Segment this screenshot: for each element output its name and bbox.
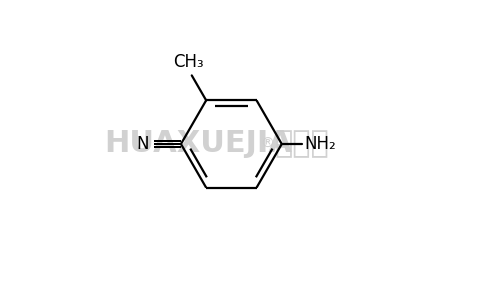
Text: N: N xyxy=(137,135,149,153)
Text: CH₃: CH₃ xyxy=(174,53,204,71)
Text: ®: ® xyxy=(260,137,274,151)
Text: NH₂: NH₂ xyxy=(304,135,336,153)
Text: HUAXUEJIA: HUAXUEJIA xyxy=(105,130,293,158)
Text: 化学加: 化学加 xyxy=(275,130,329,158)
